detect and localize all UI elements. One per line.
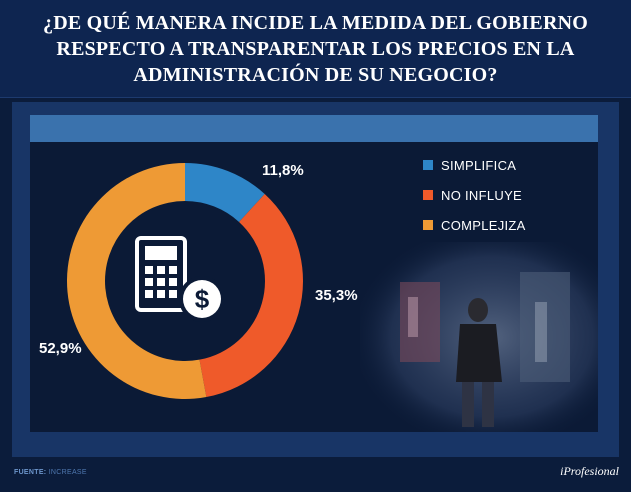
title-line: ADMINISTRACIÓN DE SU NEGOCIO? — [133, 64, 498, 86]
data-label-no-influye: 35,3% — [315, 287, 358, 304]
title-line: ¿DE QUÉ MANERA INCIDE LA MEDIDA DEL GOBI… — [43, 12, 588, 34]
donut-slice-no-influye — [199, 193, 303, 398]
store-photo — [360, 242, 598, 432]
legend: SIMPLIFICA NO INFLUYE COMPLEJIZA — [423, 150, 526, 240]
data-label-simplifica: 11,8% — [262, 162, 304, 179]
source-value: INCREASE — [48, 469, 87, 476]
svg-text:$: $ — [195, 284, 210, 314]
legend-item-simplifica: SIMPLIFICA — [423, 150, 526, 180]
donut-slice-complejiza — [67, 163, 207, 400]
header-strip — [30, 115, 598, 142]
legend-label: SIMPLIFICA — [441, 157, 517, 173]
legend-swatch — [423, 160, 433, 170]
source-label: FUENTE: — [14, 469, 47, 476]
donut-slice-simplifica — [185, 163, 265, 222]
page-title: ¿DE QUÉ MANERA INCIDE LA MEDIDA DEL GOBI… — [40, 10, 591, 88]
legend-label: NO INFLUYE — [441, 187, 523, 203]
header: ¿DE QUÉ MANERA INCIDE LA MEDIDA DEL GOBI… — [0, 0, 631, 98]
title-line: RESPECTO A TRANSPARENTAR LOS PRECIOS EN … — [56, 38, 575, 60]
legend-item-complejiza: COMPLEJIZA — [423, 210, 526, 240]
data-label-complejiza: 52,9% — [39, 340, 82, 357]
legend-swatch — [423, 220, 433, 230]
brand-logo: iProfesional — [560, 464, 619, 478]
legend-swatch — [423, 190, 433, 200]
legend-label: COMPLEJIZA — [441, 217, 526, 233]
source-note: FUENTE: INCREASE — [14, 469, 87, 476]
legend-item-no-influye: NO INFLUYE — [423, 180, 526, 210]
